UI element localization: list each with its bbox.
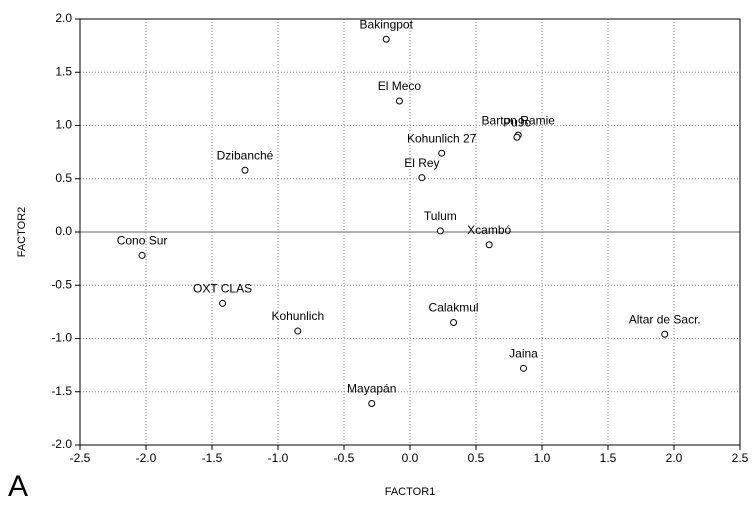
x-tick-label: 0.0 (402, 451, 419, 465)
point-label: Cono Sur (117, 234, 168, 248)
y-tick-label: 0.5 (55, 171, 72, 185)
point-label: OXT CLAS (193, 282, 252, 296)
point (513, 133, 521, 141)
y-tick-label: -1.5 (51, 384, 72, 398)
point (661, 330, 669, 338)
y-axis-label: FACTOR2 (16, 207, 28, 258)
point-label: Tulum (424, 209, 457, 223)
point (294, 327, 302, 335)
point-label: Calakmul (429, 301, 479, 315)
y-tick-label: 2.0 (55, 11, 72, 25)
x-tick-label: -2.0 (136, 451, 157, 465)
point-label: Pu9c (503, 115, 530, 129)
point-label: El Meco (378, 79, 422, 93)
x-axis-label: FACTOR1 (385, 486, 436, 498)
point (219, 299, 227, 307)
y-tick-label: 1.5 (55, 64, 72, 78)
x-tick-label: 1.0 (534, 451, 551, 465)
point (485, 241, 493, 249)
x-tick-label: -2.5 (70, 451, 91, 465)
point (368, 399, 376, 407)
y-tick-label: 0.0 (55, 224, 72, 238)
point-label: Kohunlich 27 (407, 131, 477, 145)
point (436, 227, 444, 235)
point (382, 35, 390, 43)
point-label: Mayapán (347, 382, 396, 396)
panel-label: A (8, 470, 28, 503)
plot-frame (79, 18, 741, 446)
y-tick-label: 1.0 (55, 118, 72, 132)
point (138, 251, 146, 259)
point-label: Jaina (509, 346, 538, 360)
point-label: Altar de Sacr. (629, 312, 701, 326)
point (520, 364, 528, 372)
y-tick-label: -0.5 (51, 277, 72, 291)
point-label: El Rey (404, 156, 439, 170)
y-tick-label: -2.0 (51, 437, 72, 451)
x-tick-label: -1.0 (268, 451, 289, 465)
point-label: Barton Ramie (482, 113, 556, 127)
y-tick-label: -1.0 (51, 331, 72, 345)
point (418, 174, 426, 182)
point (438, 149, 446, 157)
x-tick-label: 2.0 (666, 451, 683, 465)
x-tick-label: 1.5 (600, 451, 617, 465)
x-tick-label: 0.5 (468, 451, 485, 465)
point-label: Kohunlich (271, 309, 324, 323)
x-tick-label: -0.5 (334, 451, 355, 465)
point (450, 319, 458, 327)
point-label: Bakingpot (360, 17, 414, 31)
point (395, 97, 403, 105)
x-tick-label: 2.5 (732, 451, 749, 465)
point-label: Xcambó (467, 223, 511, 237)
point (241, 166, 249, 174)
x-tick-label: -1.5 (202, 451, 223, 465)
point-label: Dzibanché (217, 148, 274, 162)
